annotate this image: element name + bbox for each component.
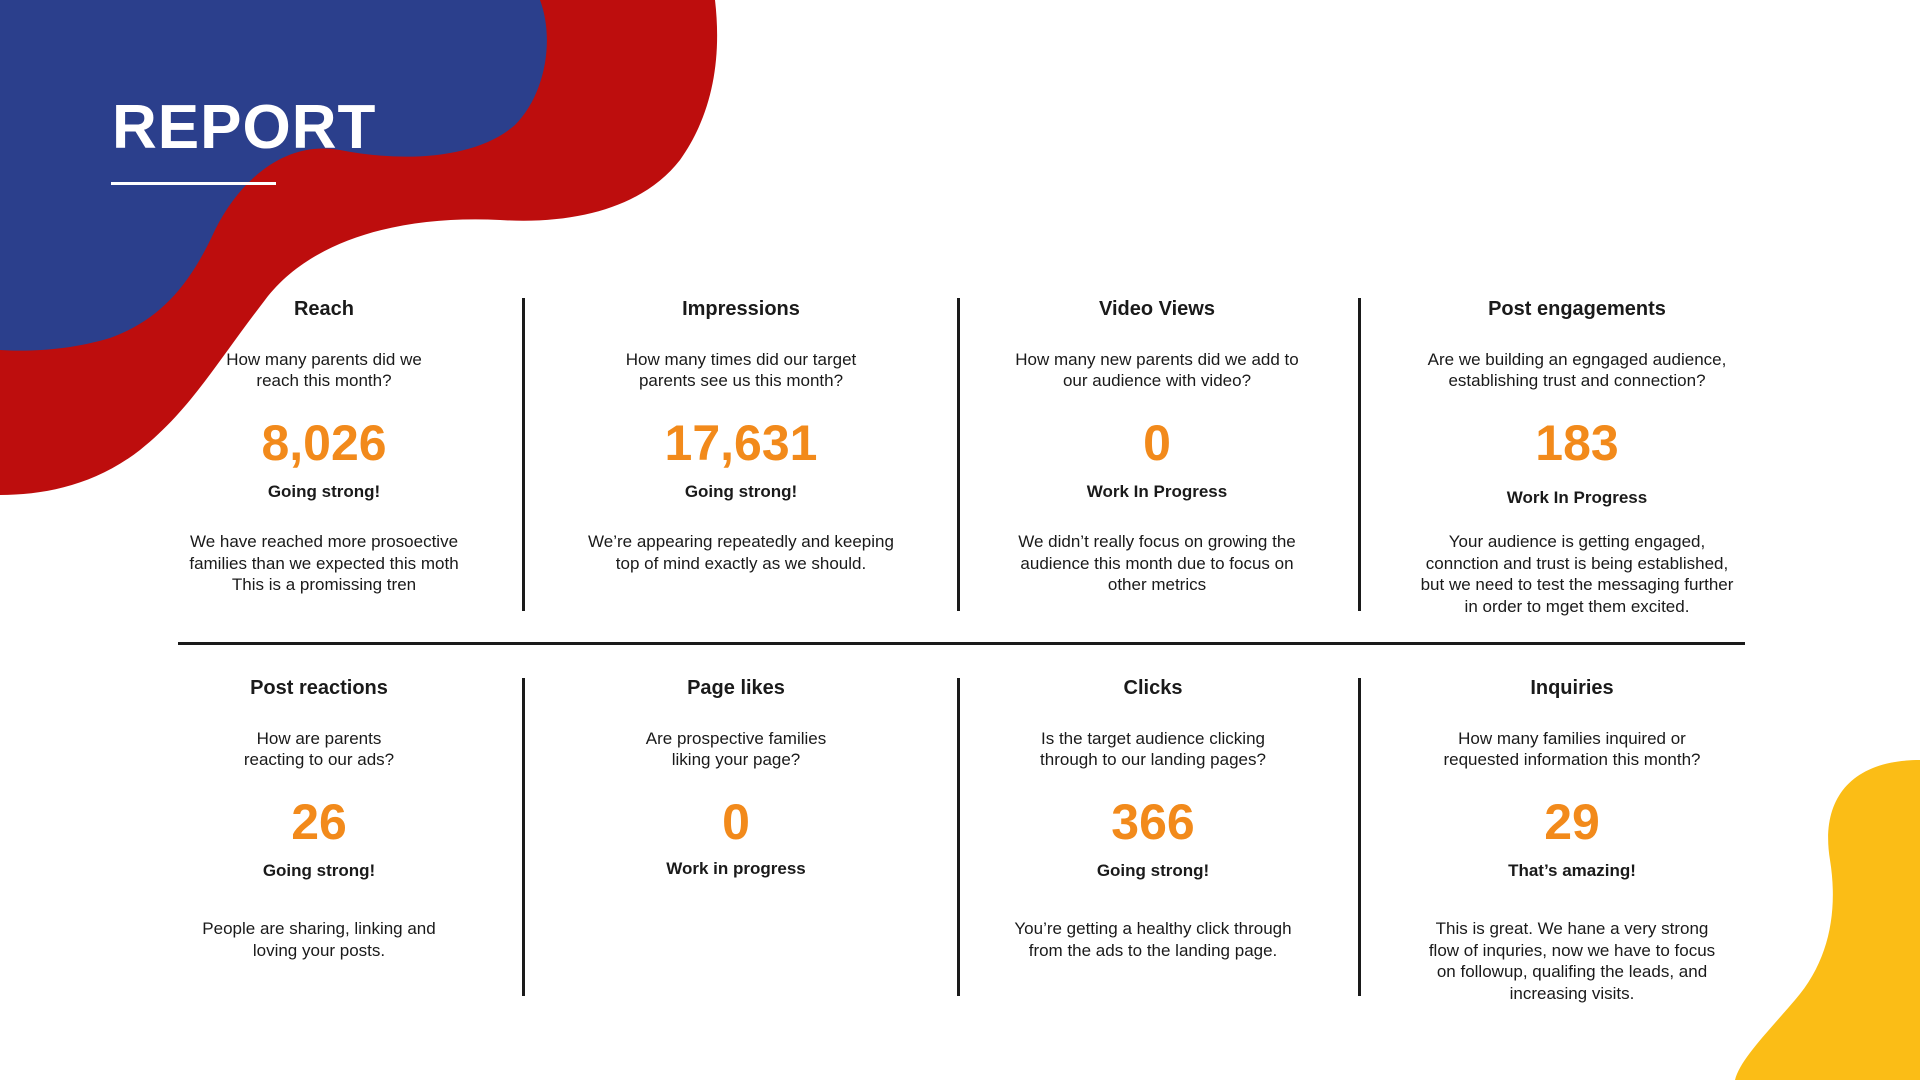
metric-question: How are parents reacting to our ads? bbox=[243, 729, 395, 769]
metric-description: We’re appearing repeatedly and keeping t… bbox=[588, 532, 894, 573]
metric-status: Work In Progress bbox=[1506, 488, 1648, 507]
metric-value: 183 bbox=[1535, 415, 1619, 471]
divider-vertical bbox=[522, 678, 525, 996]
metric-status: Going strong! bbox=[262, 861, 376, 880]
metric-question: Are prospective families liking your pag… bbox=[645, 729, 827, 769]
metric-description: We have reached more prosoective familie… bbox=[189, 532, 459, 594]
metric-question: How many parents did we reach this month… bbox=[226, 350, 422, 390]
page-title: REPORT bbox=[112, 93, 377, 162]
divider-vertical bbox=[957, 298, 960, 611]
metric-title: Page likes bbox=[687, 677, 785, 699]
metric-card-post-reactions: Post reactions How are parents reacting … bbox=[139, 676, 499, 961]
metric-question: Are we building an egngaged audience, es… bbox=[1427, 350, 1727, 390]
metric-status: Going strong! bbox=[1096, 861, 1210, 880]
metric-status: Work in progress bbox=[666, 859, 806, 878]
metric-title: Video Views bbox=[1099, 298, 1215, 320]
divider-horizontal bbox=[178, 642, 1745, 645]
metric-title: Impressions bbox=[682, 298, 800, 320]
metric-value: 366 bbox=[1111, 794, 1195, 850]
metric-value: 8,026 bbox=[261, 415, 387, 471]
metric-title: Reach bbox=[293, 298, 355, 320]
metric-value: 0 bbox=[1143, 415, 1171, 471]
metric-question: How many families inquired or requested … bbox=[1443, 729, 1701, 769]
metric-description: People are sharing, linking and loving y… bbox=[202, 919, 436, 960]
metric-status: That’s amazing! bbox=[1508, 861, 1636, 880]
metric-question: How many new parents did we add to our a… bbox=[1015, 350, 1299, 390]
metric-card-video-views: Video Views How many new parents did we … bbox=[977, 297, 1337, 596]
metric-question: Is the target audience clicking through … bbox=[1040, 729, 1266, 769]
metric-title: Post engagements bbox=[1488, 298, 1666, 320]
metric-value: 29 bbox=[1544, 794, 1600, 850]
metric-status: Work In Progress bbox=[1086, 482, 1228, 501]
metric-card-post-engagements: Post engagements Are we building an egng… bbox=[1397, 297, 1757, 617]
title-underline bbox=[111, 182, 276, 185]
blue-blob bbox=[0, 0, 547, 351]
metric-description: This is great. We hane a very strong flo… bbox=[1428, 919, 1716, 1003]
metric-description: We didn’t really focus on growing the au… bbox=[1018, 532, 1296, 594]
metric-status: Going strong! bbox=[684, 482, 798, 501]
metric-value: 17,631 bbox=[664, 415, 818, 471]
metric-description: You’re getting a healthy click through f… bbox=[1014, 919, 1292, 960]
metric-card-reach: Reach How many parents did we reach this… bbox=[144, 297, 504, 596]
divider-vertical bbox=[1358, 678, 1361, 996]
divider-vertical bbox=[957, 678, 960, 996]
metric-title: Clicks bbox=[1123, 677, 1183, 699]
metric-status: Going strong! bbox=[267, 482, 381, 501]
metric-value: 26 bbox=[291, 794, 347, 850]
divider-vertical bbox=[1358, 298, 1361, 611]
metric-title: Inquiries bbox=[1530, 677, 1614, 699]
metric-description: Your audience is getting engaged, connct… bbox=[1420, 532, 1734, 616]
metric-card-page-likes: Page likes Are prospective families liki… bbox=[556, 676, 916, 908]
divider-vertical bbox=[522, 298, 525, 611]
metric-card-inquiries: Inquiries How many families inquired or … bbox=[1392, 676, 1752, 1004]
yellow-blob bbox=[1735, 760, 1920, 1080]
metric-title: Post reactions bbox=[250, 677, 388, 699]
metric-card-impressions: Impressions How many times did our targe… bbox=[561, 297, 921, 574]
metric-value: 0 bbox=[722, 794, 750, 850]
metric-question: How many times did our target parents se… bbox=[625, 350, 857, 390]
metric-card-clicks: Clicks Is the target audience clicking t… bbox=[973, 676, 1333, 961]
